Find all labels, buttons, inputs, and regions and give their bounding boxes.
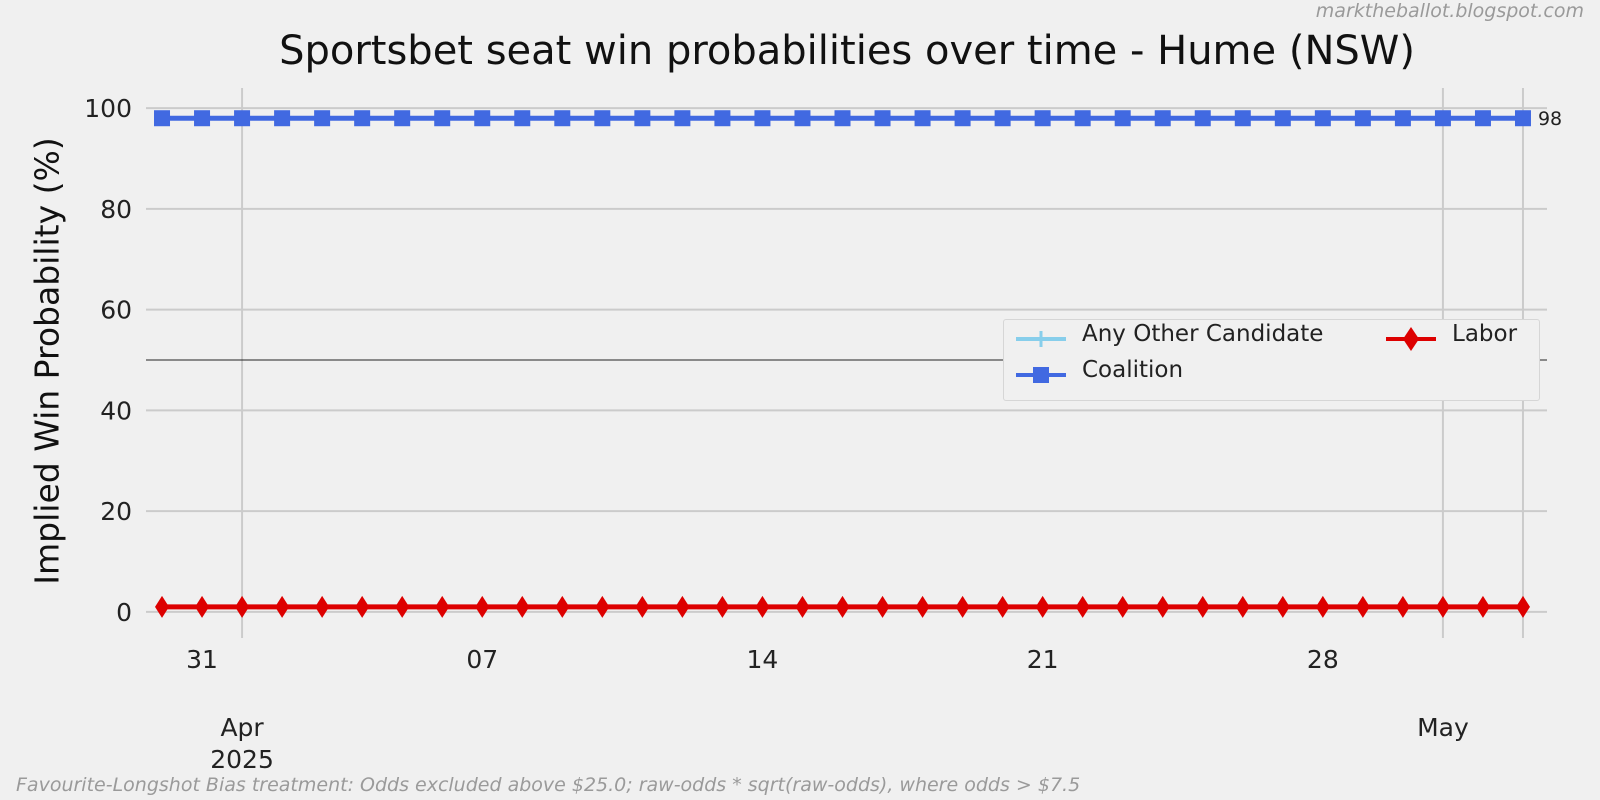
- data-point-coalition: [1434, 110, 1451, 127]
- data-point-coalition: [1354, 110, 1371, 127]
- data-point-coalition: [314, 110, 331, 127]
- data-point-labor: [155, 595, 170, 618]
- x-tick-label: 14: [747, 645, 779, 674]
- data-point-labor: [1035, 595, 1050, 618]
- y-tick-label: 100: [84, 94, 132, 123]
- legend: Any Other Candidate Coalition Labor: [1003, 319, 1540, 401]
- data-point-labor: [1155, 595, 1170, 618]
- data-point-labor: [995, 595, 1010, 618]
- data-point-labor: [1075, 595, 1090, 618]
- data-point-coalition: [994, 110, 1011, 127]
- data-point-coalition: [1474, 110, 1491, 127]
- data-point-labor: [1475, 595, 1490, 618]
- data-point-labor: [915, 595, 930, 618]
- data-point-labor: [955, 595, 970, 618]
- data-point-labor: [475, 595, 490, 618]
- x-tick-label: 07: [466, 645, 498, 674]
- data-point-labor: [195, 595, 210, 618]
- data-point-labor: [395, 595, 410, 618]
- data-point-coalition: [714, 110, 731, 127]
- data-point-coalition: [394, 110, 411, 127]
- x-major-tick-label: May: [1417, 713, 1469, 742]
- data-point-labor: [355, 595, 370, 618]
- data-point-labor: [235, 595, 250, 618]
- data-point-labor: [315, 595, 330, 618]
- data-point-labor: [675, 595, 690, 618]
- x-major-tick-label: 2025: [210, 745, 274, 774]
- x-major-tick-label: Apr: [220, 713, 264, 742]
- data-point-labor: [875, 595, 890, 618]
- legend-label-any-other: Any Other Candidate: [1082, 321, 1324, 347]
- x-tick-label: 31: [186, 645, 218, 674]
- data-point-labor: [1115, 595, 1130, 618]
- data-point-labor: [1395, 595, 1410, 618]
- data-point-coalition: [434, 110, 451, 127]
- data-point-coalition: [1114, 110, 1131, 127]
- data-point-labor: [435, 595, 450, 618]
- data-point-coalition: [754, 110, 771, 127]
- data-point-coalition: [1394, 110, 1411, 127]
- data-point-coalition: [474, 110, 491, 127]
- data-point-coalition: [1274, 110, 1291, 127]
- data-point-labor: [755, 595, 770, 618]
- data-point-labor: [515, 595, 530, 618]
- data-point-labor: [595, 595, 610, 618]
- data-point-labor: [1315, 595, 1330, 618]
- y-tick-label: 60: [100, 296, 132, 325]
- y-tick-label: 40: [100, 396, 132, 425]
- data-point-coalition: [834, 110, 851, 127]
- data-point-coalition: [234, 110, 251, 127]
- data-point-labor: [1235, 595, 1250, 618]
- data-point-coalition: [554, 110, 571, 127]
- y-tick-label: 80: [100, 195, 132, 224]
- data-point-coalition: [634, 110, 651, 127]
- data-point-coalition: [1234, 110, 1251, 127]
- data-point-coalition: [274, 110, 291, 127]
- x-tick-label: 21: [1027, 645, 1059, 674]
- y-tick-label: 0: [116, 598, 132, 627]
- legend-sample-labor: [1386, 327, 1436, 351]
- data-point-coalition: [1514, 110, 1531, 127]
- data-point-coalition: [1194, 110, 1211, 127]
- data-point-coalition: [674, 110, 691, 127]
- data-point-labor: [835, 595, 850, 618]
- data-point-coalition: [1314, 110, 1331, 127]
- data-point-labor: [1275, 595, 1290, 618]
- end-label-coalition: 98: [1538, 108, 1562, 130]
- data-point-labor: [795, 595, 810, 618]
- data-point-labor: [1355, 595, 1370, 618]
- watermark: marktheballot.blogspot.com: [1315, 0, 1584, 22]
- chart-title: Sportsbet seat win probabilities over ti…: [279, 28, 1415, 74]
- data-point-labor: [635, 595, 650, 618]
- data-point-coalition: [154, 110, 171, 127]
- data-point-coalition: [194, 110, 211, 127]
- data-point-coalition: [1074, 110, 1091, 127]
- x-tick-label: 28: [1307, 645, 1339, 674]
- legend-label-coalition: Coalition: [1082, 357, 1184, 383]
- data-point-coalition: [914, 110, 931, 127]
- data-point-coalition: [794, 110, 811, 127]
- footnote: Favourite-Longshot Bias treatment: Odds …: [16, 774, 1081, 796]
- data-point-coalition: [874, 110, 891, 127]
- data-point-labor: [275, 595, 290, 618]
- data-point-coalition: [1154, 110, 1171, 127]
- data-point-labor: [1195, 595, 1210, 618]
- data-point-coalition: [1034, 110, 1051, 127]
- data-point-coalition: [954, 110, 971, 127]
- data-point-labor: [555, 595, 570, 618]
- y-tick-label: 20: [100, 497, 132, 526]
- legend-label-labor: Labor: [1452, 321, 1518, 347]
- data-point-coalition: [514, 110, 531, 127]
- data-point-labor: [1435, 595, 1450, 618]
- legend-sample-any-other: [1016, 331, 1066, 347]
- data-point-labor: [715, 595, 730, 618]
- data-point-labor: [1515, 595, 1530, 618]
- data-point-coalition: [594, 110, 611, 127]
- data-point-coalition: [354, 110, 371, 127]
- legend-sample-coalition: [1016, 367, 1066, 383]
